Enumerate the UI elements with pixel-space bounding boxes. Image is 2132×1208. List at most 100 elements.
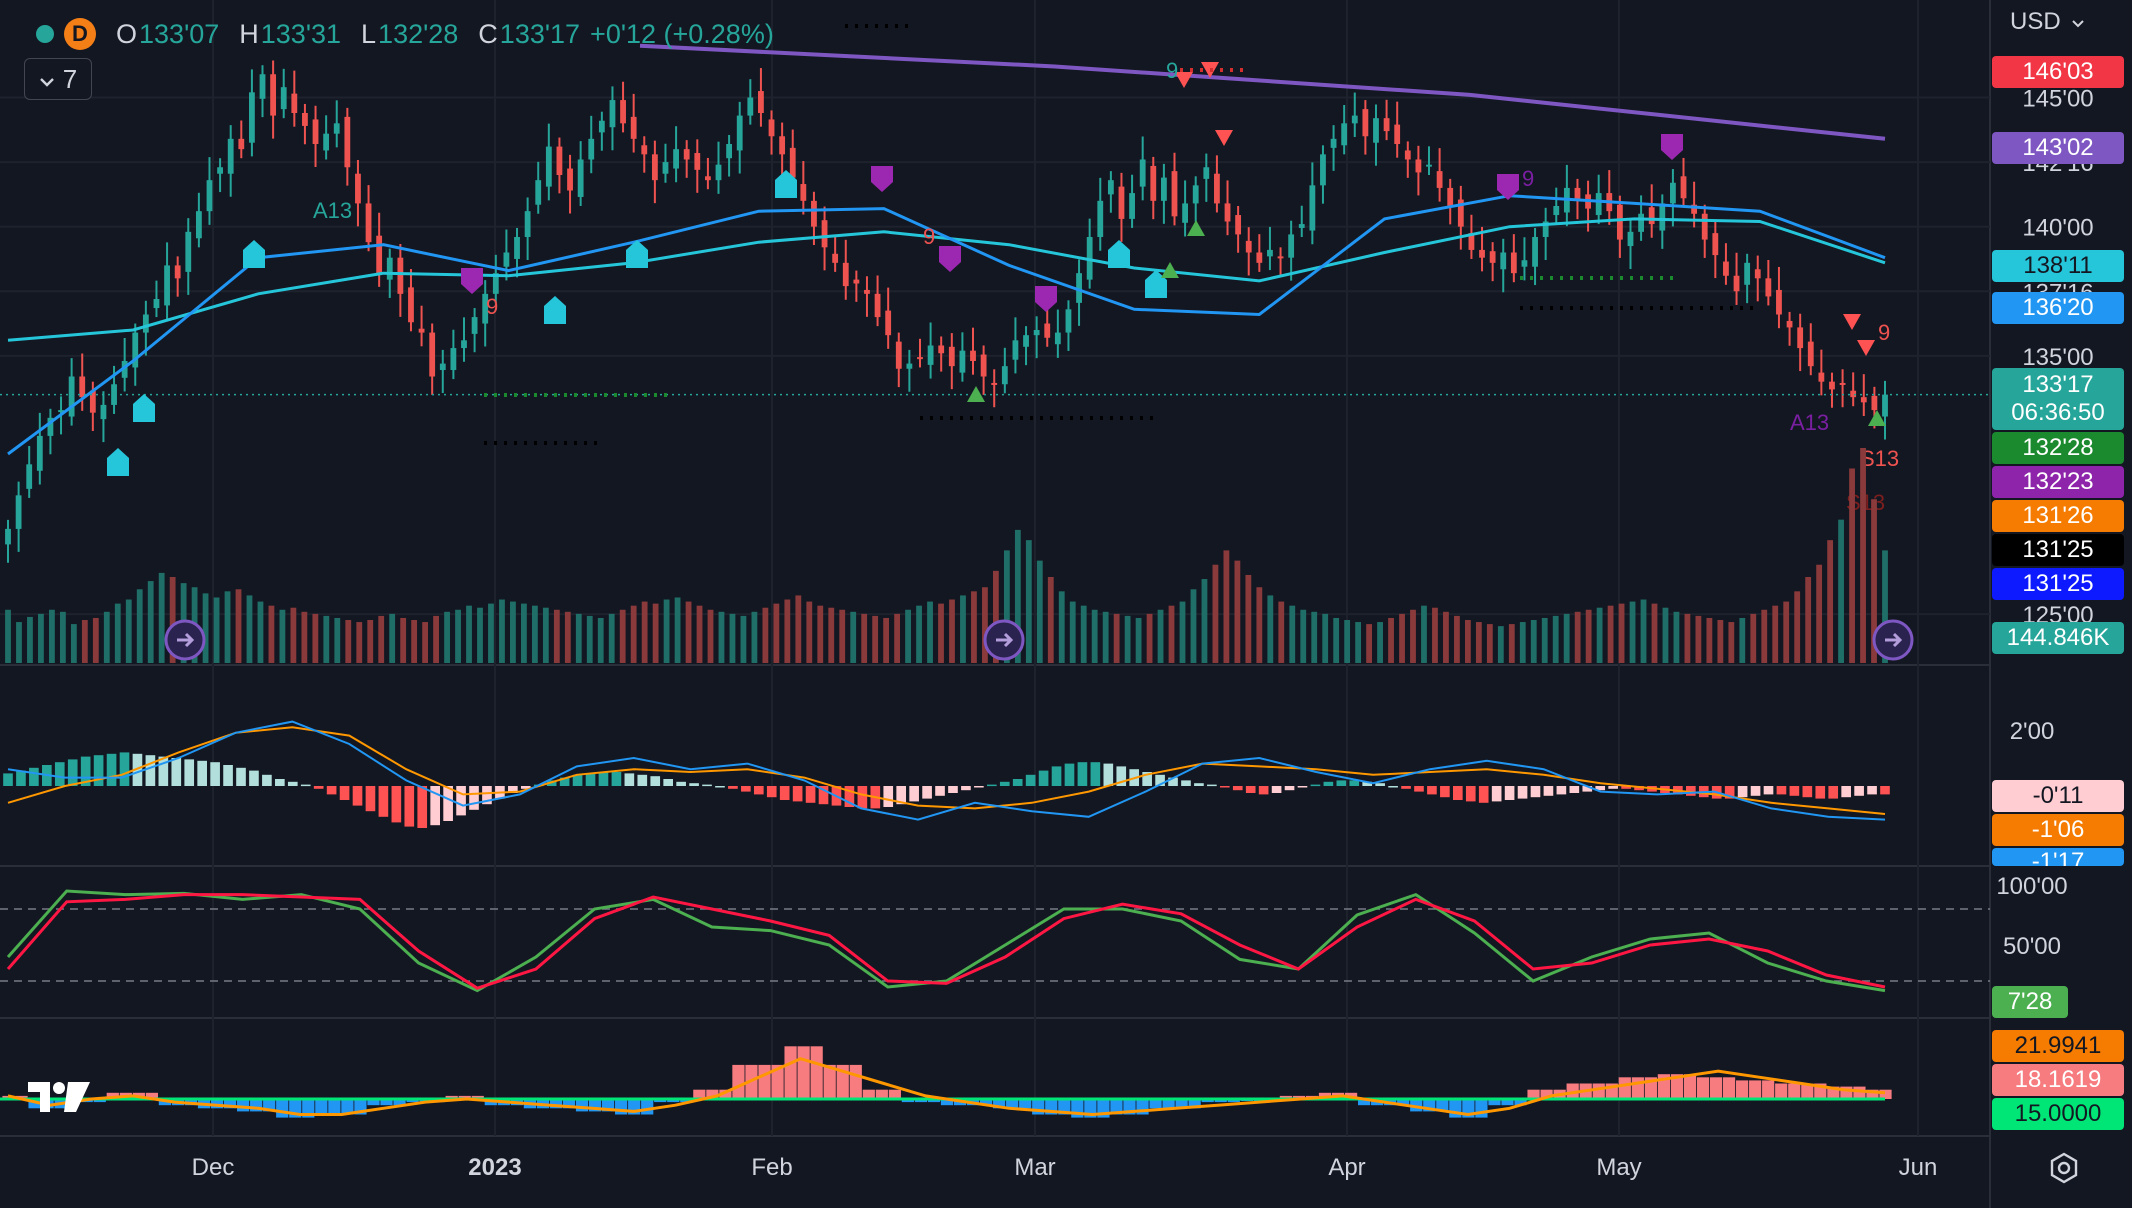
candle-body <box>439 363 446 371</box>
volume-bar <box>1860 448 1866 663</box>
candle-body <box>142 314 149 333</box>
macd-line-label: -1'17 <box>1992 848 2124 866</box>
candle-body <box>1160 177 1167 201</box>
volume-bar <box>905 609 911 663</box>
candle-body <box>195 211 202 239</box>
currency-label: USD <box>2010 8 2061 35</box>
y-axis-tick-label: 100'00 <box>1996 873 2067 900</box>
candle-body <box>1426 164 1432 167</box>
adx-histogram-bar <box>1449 1099 1462 1118</box>
macd-histogram-bar <box>857 786 868 809</box>
volume-bar <box>597 617 604 663</box>
adx-histogram-bar <box>458 1095 471 1099</box>
macd-histogram-bar <box>1219 786 1230 788</box>
macd-histogram-bar <box>1530 786 1541 798</box>
macd-histogram-bar <box>1608 786 1618 789</box>
macd-histogram-bar <box>54 762 65 786</box>
macd-histogram-bar <box>93 755 104 786</box>
volume-bar <box>169 577 176 663</box>
y-axis-tick-label: 140'00 <box>2022 215 2093 242</box>
adx-histogram-bar <box>562 1099 576 1109</box>
volume-bar <box>927 601 933 663</box>
volume-bar <box>1190 589 1197 663</box>
candle-body <box>503 252 510 267</box>
candle-body <box>238 138 245 150</box>
volume-bar <box>1443 611 1449 663</box>
candle-body <box>789 147 796 178</box>
candle-body <box>1500 252 1507 270</box>
volume-bar <box>1432 607 1438 663</box>
price-label-ema-slow: 138'11 <box>1992 250 2124 282</box>
volume-bar <box>1728 622 1735 663</box>
volume-bar <box>1783 601 1790 663</box>
volume-bar <box>1267 595 1274 663</box>
candle-body <box>344 116 351 168</box>
adx-histogram-bar <box>667 1099 680 1103</box>
candle-body <box>1341 123 1348 146</box>
macd-histogram-bar <box>1815 786 1826 799</box>
macd-histogram-bar <box>1012 779 1023 786</box>
x-axis-tick-label: 2023 <box>468 1154 521 1181</box>
volume-bar <box>806 601 813 663</box>
candle-body <box>853 279 860 284</box>
x-axis-tick-label: Feb <box>751 1154 792 1181</box>
volume-bar <box>1827 540 1834 663</box>
volume-bar <box>27 616 33 663</box>
down-arrow-marker <box>1857 340 1875 356</box>
adx-histogram-bar <box>1801 1083 1814 1099</box>
macd-histogram-bar <box>210 762 220 786</box>
adx-histogram-bar <box>1175 1099 1188 1109</box>
volume-bar <box>1300 609 1307 663</box>
volume-bar <box>641 601 648 663</box>
volume-bar <box>883 617 890 663</box>
adx-histogram-bar <box>1436 1099 1449 1112</box>
macd-histogram-bar <box>1025 774 1036 786</box>
candle-body <box>121 361 128 378</box>
currency-selector[interactable]: USD <box>2010 8 2085 36</box>
stochastic-pane[interactable] <box>0 889 1990 993</box>
candle-body <box>662 162 669 174</box>
macd-histogram-bar <box>1776 786 1787 795</box>
candle-body <box>206 180 213 212</box>
price-label-low: 132'28 <box>1992 432 2124 464</box>
candle-body <box>567 168 573 191</box>
settings-gear-icon[interactable] <box>2048 1152 2080 1184</box>
candle-body <box>1245 240 1252 253</box>
adx-histogram-bar <box>419 1099 432 1103</box>
candle-body <box>673 149 679 169</box>
macd-histogram-bar <box>1168 777 1178 786</box>
candle-body <box>333 123 340 134</box>
interval-badge[interactable]: D <box>64 18 96 50</box>
candle-body <box>153 299 160 309</box>
candle-body <box>1351 115 1358 124</box>
volume-pane <box>5 448 1914 663</box>
volume-bar <box>1014 529 1021 663</box>
volume-bar <box>531 605 538 663</box>
sell-signal-marker <box>871 166 893 192</box>
macd-histogram-bar <box>1841 786 1851 798</box>
volume-bar <box>652 603 659 663</box>
volume-bar <box>70 624 77 663</box>
price-pane[interactable]: A13A13S13S1399999 <box>0 24 1990 563</box>
volume-bar <box>345 620 352 663</box>
stoch-label: 7'28 <box>1992 986 2068 1018</box>
macd-pane[interactable] <box>3 720 1890 828</box>
candle-body <box>1839 382 1846 385</box>
candle-body <box>365 203 372 243</box>
adx-histogram-bar <box>993 1099 1006 1109</box>
adx-pane[interactable] <box>0 1046 1892 1118</box>
candle-body <box>1479 249 1485 258</box>
adx-histogram-bar <box>1227 1099 1240 1103</box>
y-axis-tick-label: 145'00 <box>2022 86 2093 113</box>
macd-histogram-bar <box>961 786 971 791</box>
candle-body <box>1076 273 1082 303</box>
adx-histogram-bar <box>1214 1099 1227 1103</box>
candle-body <box>1680 176 1687 199</box>
volume-bar <box>1475 622 1482 663</box>
candle-body <box>811 200 817 227</box>
macd-histogram-bar <box>3 773 13 786</box>
indicators-collapse-button[interactable]: 7 <box>24 58 92 100</box>
adx-histogram-bar <box>341 1099 354 1115</box>
candle-body <box>1765 278 1772 297</box>
